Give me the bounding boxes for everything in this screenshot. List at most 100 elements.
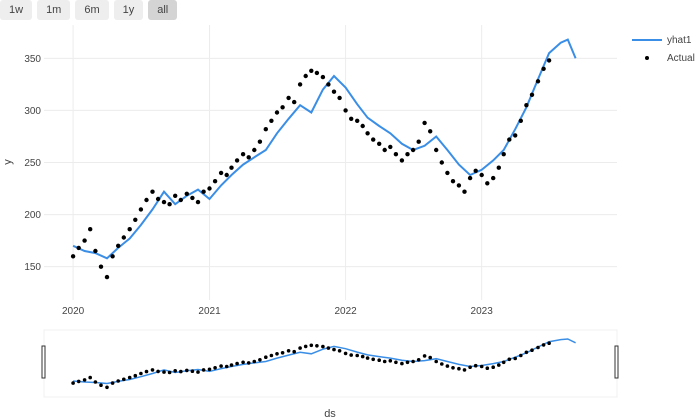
actual-point (292, 99, 297, 105)
slider-actual-point (201, 368, 206, 372)
slider-actual-point (116, 379, 120, 383)
x-axis-ticks: 2020 2021 2022 2023 (62, 306, 493, 317)
range-button-all[interactable]: all (148, 0, 178, 20)
plot-area[interactable] (44, 25, 617, 300)
slider-actual-point (382, 359, 387, 364)
slider-actual-point (360, 354, 365, 359)
actual-point (150, 189, 155, 194)
actual-point (212, 179, 218, 184)
slider-actual-point (93, 380, 98, 384)
range-button-1m[interactable]: 1m (37, 0, 71, 20)
actual-point (349, 116, 354, 122)
actual-point (513, 133, 518, 138)
slider-actual-point (258, 358, 262, 362)
slider-actual-point (485, 366, 490, 371)
actual-point (456, 183, 462, 188)
slider-actual-point (440, 362, 444, 366)
slider-actual-point (411, 359, 415, 364)
slider-actual-point (491, 365, 496, 370)
slider-actual-point (144, 369, 149, 374)
slider-actual-point (468, 365, 472, 370)
range-button-1y[interactable]: 1y (113, 0, 144, 20)
actual-point (269, 118, 274, 124)
slider-actual-point (71, 381, 75, 385)
actual-point (393, 152, 399, 157)
actual-point (331, 89, 337, 94)
actual-point (76, 245, 81, 251)
actual-point (377, 141, 382, 146)
actual-point (535, 79, 541, 84)
y-tick-label: 300 (24, 106, 41, 117)
actual-points (70, 58, 552, 280)
slider-actual-point (371, 357, 376, 362)
actual-point (382, 147, 387, 153)
slider-actual-point (309, 343, 314, 348)
range-slider-left-handle[interactable] (41, 345, 46, 379)
slider-actual-point (207, 367, 212, 372)
x-tick-label: 2021 (198, 306, 221, 317)
y-gridlines (44, 57, 617, 268)
slider-actual-points (71, 341, 551, 390)
slider-actual-point (298, 346, 302, 350)
actual-point (138, 207, 144, 212)
actual-point (121, 235, 127, 240)
actual-point (263, 127, 268, 132)
actual-point (297, 82, 303, 87)
slider-actual-point (349, 353, 354, 357)
actual-point (524, 103, 529, 108)
actual-point (82, 238, 87, 243)
slider-actual-point (196, 370, 200, 374)
slider-actual-point (167, 370, 172, 375)
actual-point (439, 160, 444, 165)
actual-point (201, 189, 206, 194)
actual-point (309, 68, 314, 74)
actual-point (518, 118, 523, 124)
range-button-1w[interactable]: 1w (0, 0, 33, 20)
slider-actual-point (156, 369, 160, 374)
actual-point (416, 139, 421, 144)
slider-actual-point (286, 349, 291, 353)
actual-point (93, 248, 98, 254)
actual-point (280, 105, 285, 110)
x-tick-label: 2022 (334, 306, 357, 317)
slider-actual-point (507, 357, 512, 362)
range-slider[interactable] (41, 329, 619, 398)
range-slider-right-handle[interactable] (614, 345, 619, 379)
slider-actual-point (110, 381, 115, 385)
slider-actual-point (303, 344, 308, 349)
actual-point (337, 95, 342, 101)
slider-actual-point (479, 364, 484, 369)
legend-label-yhat1[interactable]: yhat1 (667, 35, 692, 46)
slider-actual-point (473, 363, 478, 368)
actual-point (314, 70, 320, 76)
slider-actual-point (229, 363, 234, 367)
legend-label-actual[interactable]: Actual (667, 53, 695, 64)
slider-actual-point (179, 369, 183, 374)
y-axis-title: y (2, 159, 14, 165)
actual-point (70, 254, 76, 259)
legend-marker-swatch (645, 56, 649, 60)
actual-point (257, 139, 263, 144)
slider-actual-point (224, 364, 229, 369)
slider-actual-point (445, 364, 450, 368)
slider-actual-point (76, 379, 81, 384)
range-button-6m[interactable]: 6m (75, 0, 109, 20)
slider-actual-point (343, 351, 348, 356)
slider-actual-point (541, 343, 546, 347)
actual-point (155, 196, 161, 202)
actual-point (246, 155, 251, 160)
actual-point (303, 73, 308, 79)
slider-actual-point (536, 345, 540, 350)
actual-point (365, 131, 370, 136)
slider-actual-point (434, 359, 439, 364)
slider-actual-point (315, 344, 319, 348)
actual-point (252, 147, 257, 153)
actual-point (133, 217, 138, 222)
slider-actual-point (82, 378, 87, 382)
actual-point (326, 82, 331, 87)
slider-actual-point (162, 370, 166, 374)
slider-actual-point (219, 364, 223, 368)
slider-actual-point (513, 356, 517, 361)
slider-actual-point (185, 368, 189, 373)
actual-point (274, 110, 280, 115)
